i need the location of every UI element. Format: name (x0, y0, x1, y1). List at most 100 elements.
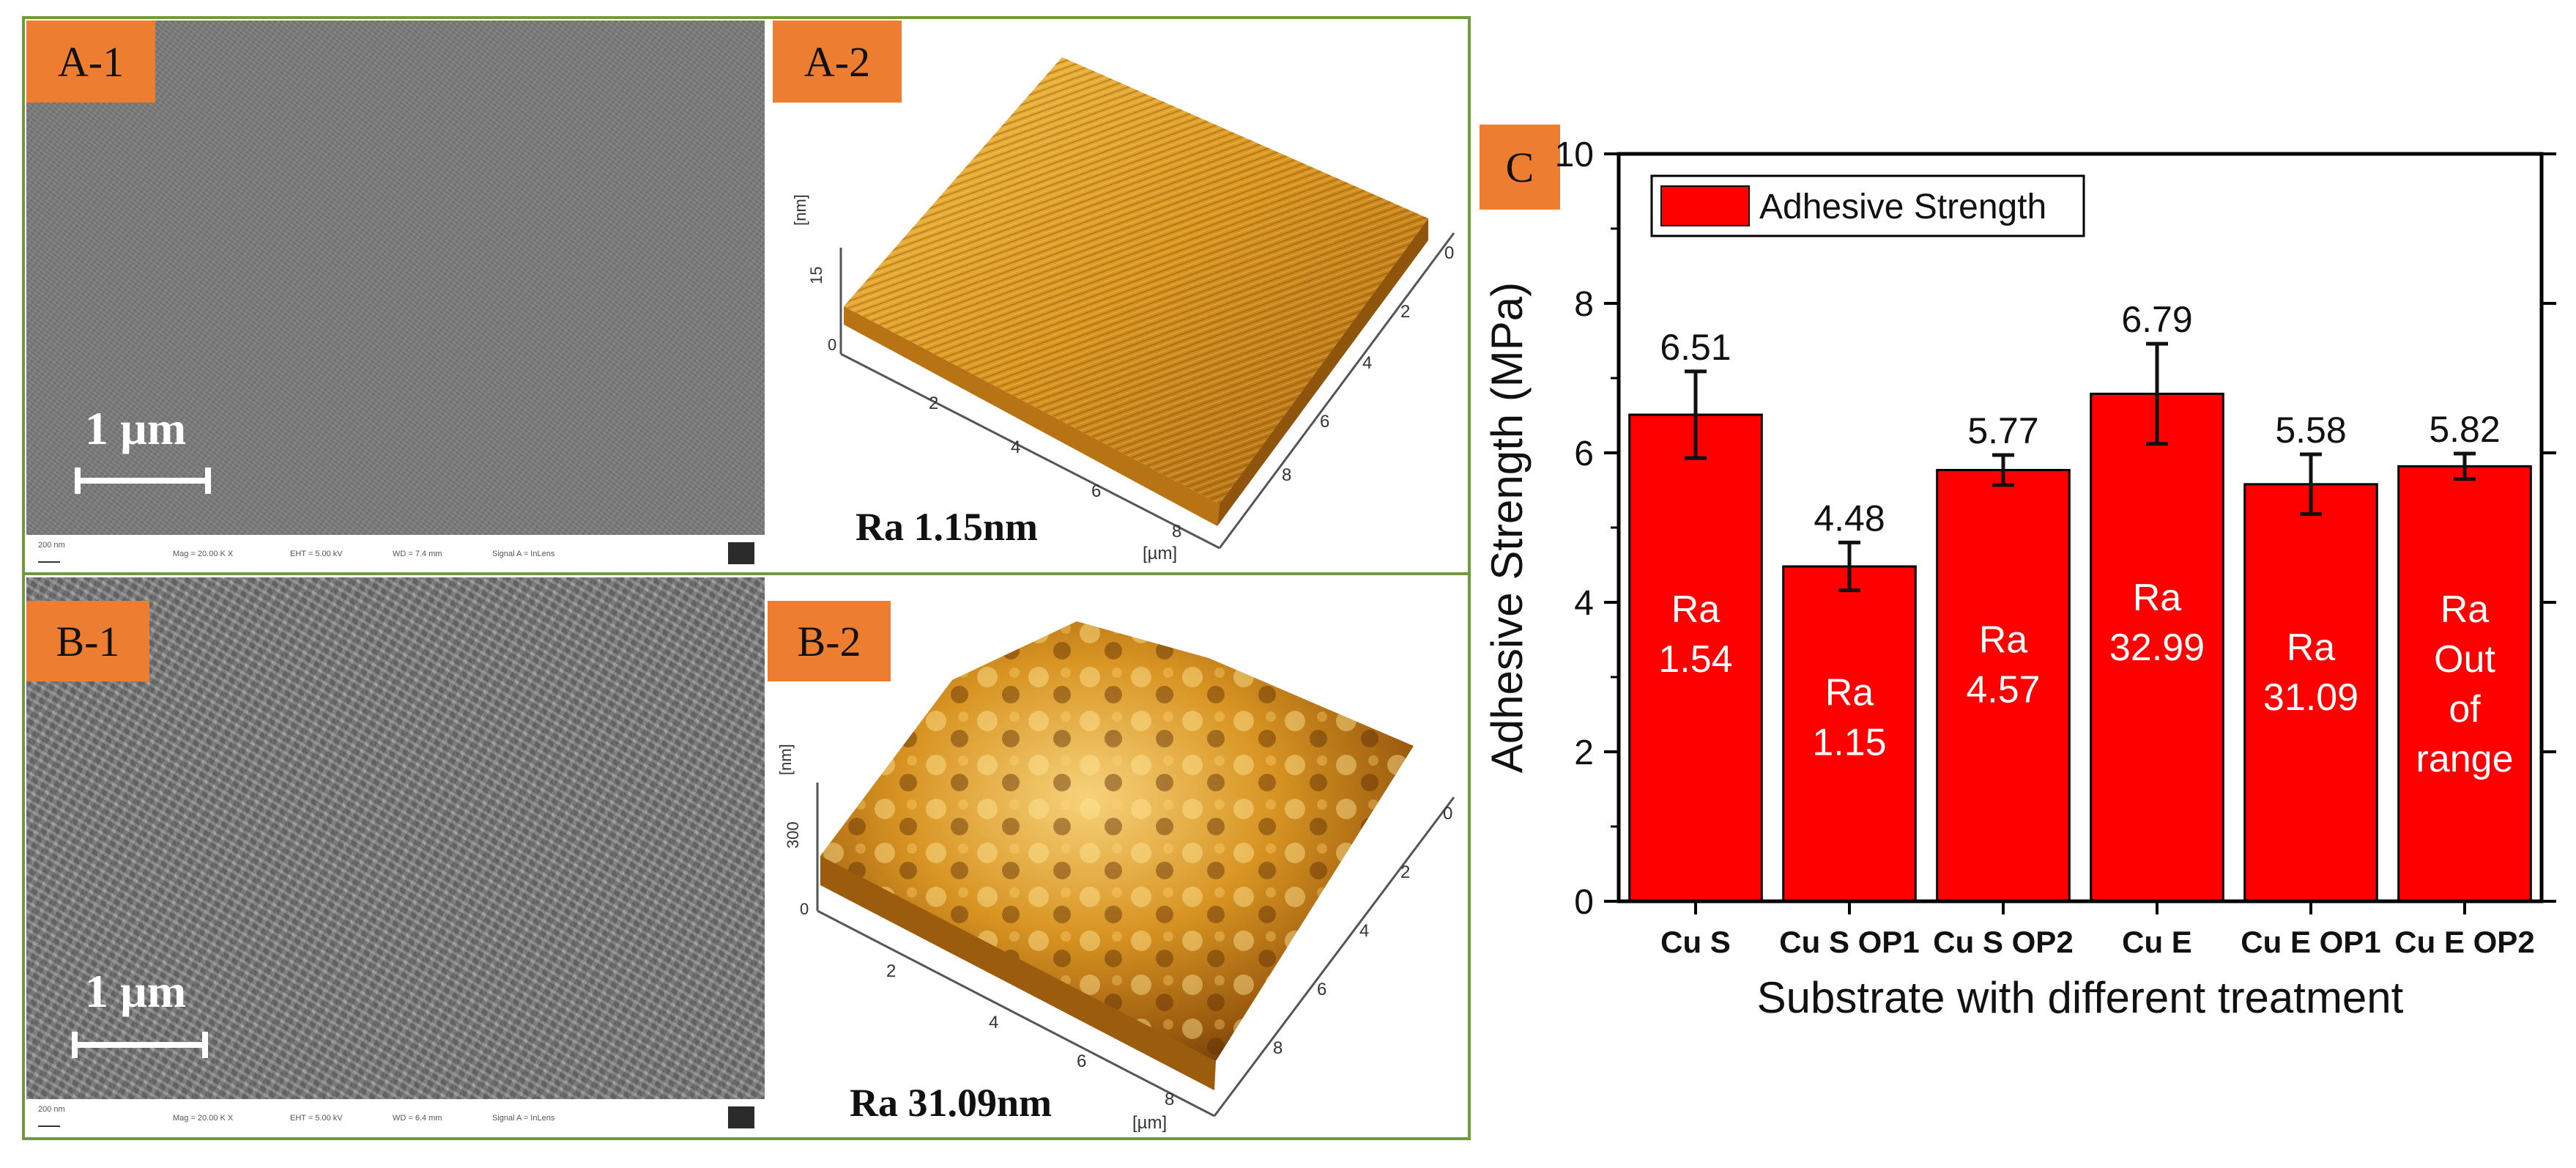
afm-y-tick: 8 (1273, 1038, 1283, 1058)
afm-x-axis (840, 352, 1220, 550)
sem-mag: Mag = 20.00 K X (173, 550, 234, 558)
bars-layer: 6.51 Ra 1.54 4.48 Ra 1.15 5.77 Ra 4.57 6.79 Ra 32.9… (1628, 299, 2532, 903)
afm-y-tick: 2 (1400, 302, 1410, 322)
afm-texture (844, 57, 1428, 504)
afm-x-tick: 4 (989, 1013, 998, 1032)
bar-inner-label: 32.99 (2109, 626, 2205, 669)
afm-side-face (844, 306, 1220, 526)
afm-y-tick: 6 (1317, 980, 1326, 999)
x-tick-label: Cu S OP1 (1779, 925, 1919, 959)
bar-value-label: 5.82 (2429, 409, 2500, 450)
afm-image-a2: 0 15 [nm] 2 4 6 8 0 2 4 6 8 [µm] Ra 1.15… (769, 21, 1466, 572)
afm-x-tick: 6 (1077, 1051, 1086, 1071)
afm-x-tick: 4 (1011, 437, 1020, 457)
x-tick-label: Cu E OP2 (2394, 925, 2534, 959)
y-tick-label: 6 (1574, 435, 1594, 473)
bar-inner-label: 1.54 (1658, 638, 1732, 681)
afm-y-tick: 0 (1444, 243, 1454, 263)
bar-inner-label: Ra (1671, 588, 1721, 631)
bar-value-label: 6.51 (1660, 327, 1731, 368)
afm-side-face-right (1217, 218, 1428, 526)
bar-inner-label: Ra (1825, 672, 1874, 714)
afm-surface-a2: 0 15 [nm] 2 4 6 8 0 2 4 6 8 [µm] (791, 57, 1455, 563)
bar-inner-label: Out (2434, 638, 2495, 681)
legend: Adhesive Strength (1650, 174, 2085, 237)
sem-signal: Signal A = InLens (492, 550, 555, 558)
afm-y-tick: 8 (1282, 465, 1291, 485)
scale-bar-label: 1 µm (85, 965, 187, 1017)
panel-tag-a2: A-2 (773, 21, 902, 103)
afm-z-tick: 0 (828, 336, 836, 354)
afm-x-axis (817, 909, 1215, 1117)
sem-info-bar: 200 nm Mag = 20.00 K X EHT = 5.00 kV WD … (26, 1099, 765, 1136)
sem-image-a1: 1 µm 200 nm Mag = 20.00 K X EHT = 5.00 k… (26, 21, 765, 572)
bar (2397, 465, 2532, 903)
panel-tag-c: C (1480, 125, 1560, 210)
bar (2090, 392, 2224, 903)
scale-bar-cap-right (202, 1032, 208, 1058)
bar-inner-label: of (2449, 688, 2481, 731)
panel-tag-b2: B-2 (768, 601, 891, 681)
y-axis-title: Adhesive Strength (MPa) (1482, 282, 1532, 773)
axes-layer: Cu S Cu S OP1 Cu S OP2 Cu E Cu E OP1 Cu E OP2… (1555, 136, 2556, 959)
x-tick-label: Cu S (1660, 925, 1731, 959)
bar-value-label: 5.77 (1967, 410, 2038, 451)
afm-y-tick: 6 (1320, 412, 1329, 432)
sem-wd: WD = 6.4 mm (393, 1114, 442, 1123)
scale-bar-cap-right (205, 467, 211, 494)
afm-y-tick: 4 (1362, 353, 1372, 373)
bar-value-label: 6.79 (2121, 299, 2192, 340)
afm-z-unit: [nm] (791, 194, 809, 226)
bar-inner-label: range (2416, 738, 2514, 780)
legend-label: Adhesive Strength (1759, 188, 2046, 226)
bar-inner-label: 4.57 (1966, 668, 2040, 711)
bar-inner-label: 31.09 (2263, 676, 2358, 719)
sem-logo (728, 1106, 754, 1128)
afm-image-b2: 0 300 [nm] 2 4 6 8 0 2 4 6 8 [µm] Ra 31.… (769, 577, 1466, 1136)
sem-info-bar: 200 nm Mag = 20.00 K X EHT = 5.00 kV WD … (26, 535, 765, 572)
sem-small-scale-bar (38, 561, 60, 563)
afm-y-axis (1213, 796, 1455, 1117)
afm-xy-unit: [µm] (1143, 544, 1177, 563)
afm-x-tick: 8 (1172, 522, 1181, 542)
bar (1936, 468, 2071, 903)
bar-inner-label: Ra (2133, 577, 2182, 619)
afm-xy-unit: [µm] (1132, 1113, 1167, 1133)
bar (1782, 565, 1917, 903)
y-tick-label: 2 (1574, 733, 1594, 772)
afm-y-tick: 2 (1400, 862, 1410, 882)
bar (2243, 483, 2378, 903)
bar-inner-label: 1.15 (1812, 722, 1886, 764)
y-tick-label: 4 (1574, 584, 1594, 623)
bar-inner-label: Ra (2287, 626, 2336, 669)
x-tick-label: Cu E (2122, 925, 2192, 959)
adhesive-strength-chart: 6.51 Ra 1.54 4.48 Ra 1.15 5.77 Ra 4.57 6.79 Ra 32.9… (1482, 136, 2556, 1022)
y-tick-label: 10 (1555, 136, 1594, 174)
sem-wd: WD = 7.4 mm (393, 550, 442, 558)
y-tick-label: 0 (1574, 883, 1594, 922)
scale-bar (75, 1042, 205, 1048)
scale-bar-label: 1 µm (85, 402, 187, 454)
x-tick-label: Cu E OP1 (2241, 925, 2380, 959)
ra-value-label: Ra 31.09nm (850, 1081, 1053, 1125)
legend-swatch (1660, 185, 1750, 226)
afm-z-tick: 15 (807, 267, 825, 284)
sem-logo (728, 542, 754, 564)
bar-value-label: 4.48 (1814, 498, 1885, 539)
bar-inner-label: Ra (1979, 618, 2028, 661)
sem-small-scale: 200 nm (38, 541, 65, 550)
afm-y-axis (1218, 232, 1455, 549)
sem-mag: Mag = 20.00 K X (173, 1114, 234, 1123)
afm-texture (820, 621, 1414, 1061)
afm-x-tick: 2 (929, 393, 938, 413)
bar-value-label: 5.58 (2275, 410, 2346, 451)
afm-y-tick: 0 (1443, 804, 1452, 824)
sem-signal: Signal A = InLens (492, 1114, 555, 1123)
sem-eht: EHT = 5.00 kV (290, 1114, 343, 1123)
sem-small-scale: 200 nm (38, 1105, 65, 1114)
sem-eht: EHT = 5.00 kV (290, 550, 343, 558)
afm-x-tick: 6 (1091, 481, 1101, 501)
afm-z-tick: 0 (800, 900, 809, 918)
afm-surface-b2: 0 300 [nm] 2 4 6 8 0 2 4 6 8 [µm] (776, 621, 1455, 1133)
scale-bar-cap-left (75, 467, 81, 494)
